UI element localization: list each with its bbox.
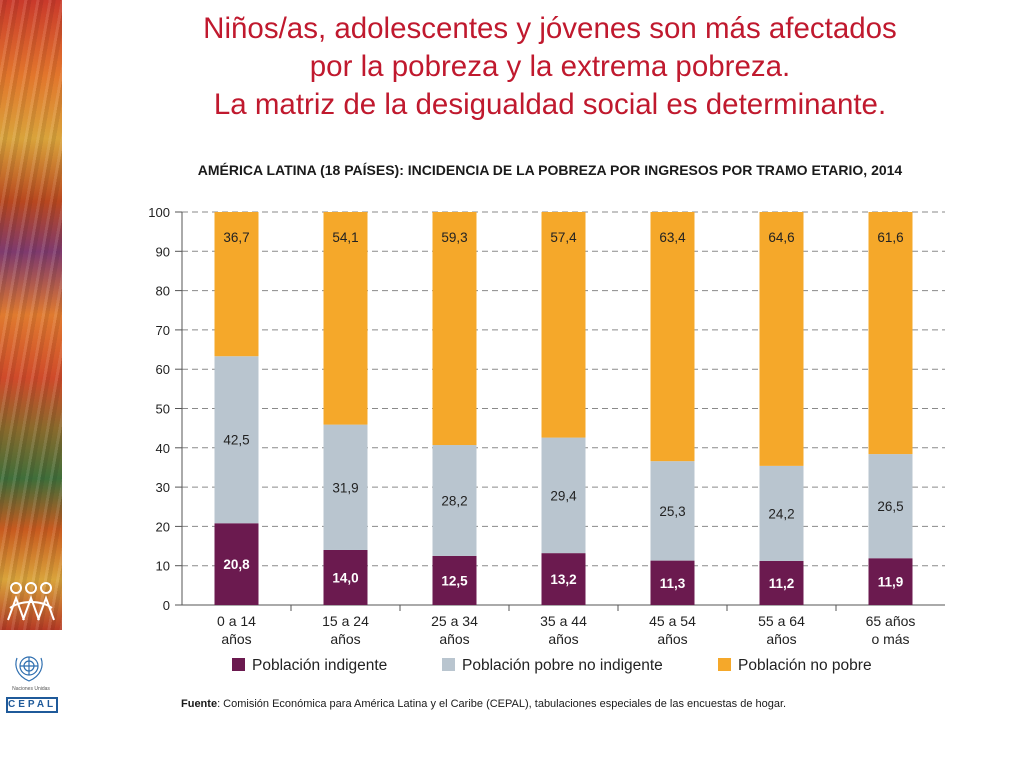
bar-no-pobre bbox=[323, 212, 368, 425]
decorative-side-strip bbox=[0, 0, 62, 630]
bar-pobre-no-indigente bbox=[432, 445, 477, 556]
legend-swatch bbox=[442, 658, 455, 671]
bar-indigente bbox=[541, 553, 586, 605]
data-label: 11,9 bbox=[878, 575, 904, 590]
x-tick-label: años bbox=[330, 631, 360, 647]
bar-no-pobre bbox=[759, 212, 804, 466]
y-tick-label: 100 bbox=[148, 205, 170, 220]
x-tick-label: 0 a 14 bbox=[217, 613, 256, 629]
y-tick-label: 30 bbox=[156, 480, 170, 495]
data-label: 36,7 bbox=[223, 230, 249, 245]
page-title: Niños/as, adolescentes y jóvenes son más… bbox=[90, 10, 1010, 124]
bar-indigente bbox=[759, 560, 804, 605]
y-tick-label: 0 bbox=[163, 598, 170, 613]
x-tick-label: 15 a 24 bbox=[322, 613, 369, 629]
bar-no-pobre bbox=[541, 212, 586, 438]
data-label: 14,0 bbox=[332, 570, 358, 585]
data-label: 61,6 bbox=[877, 230, 903, 245]
x-tick-label: años bbox=[766, 631, 796, 647]
x-tick-label: años bbox=[221, 631, 251, 647]
x-tick-label: años bbox=[439, 631, 469, 647]
y-tick-label: 50 bbox=[156, 402, 170, 417]
title-line-2: por la pobreza y la extrema pobreza. bbox=[309, 50, 791, 83]
x-tick-label: 45 a 54 bbox=[649, 613, 696, 629]
y-tick-label: 10 bbox=[156, 559, 170, 574]
y-tick-label: 20 bbox=[156, 519, 170, 534]
x-tick-label: años bbox=[548, 631, 578, 647]
bar-indigente bbox=[214, 523, 259, 605]
x-tick-label: 55 a 64 bbox=[758, 613, 805, 629]
bar-pobre-no-indigente bbox=[650, 461, 695, 561]
source-label: Fuente bbox=[181, 698, 218, 710]
data-label: 59,3 bbox=[441, 230, 467, 245]
data-label: 64,6 bbox=[768, 230, 794, 245]
data-label: 12,5 bbox=[441, 573, 468, 588]
data-label: 57,4 bbox=[550, 230, 577, 245]
legend-label: Población indigente bbox=[252, 657, 387, 674]
bar-indigente bbox=[432, 555, 477, 605]
source-note: Fuente: Comisión Económica para América … bbox=[181, 698, 786, 710]
stacked-bar-chart: 0 10 20 30 40 50 60 70 80 90 100 20,8 42,5 36,7 0 a 14… bbox=[148, 205, 945, 674]
bar-no-pobre bbox=[214, 212, 259, 357]
bar-pobre-no-indigente bbox=[541, 437, 586, 554]
source-text: : Comisión Económica para América Latina… bbox=[217, 698, 787, 710]
x-tick-label: 25 a 34 bbox=[431, 613, 478, 629]
y-tick-label: 70 bbox=[156, 323, 170, 338]
x-tick-label: años bbox=[657, 631, 687, 647]
legend-label: Población no pobre bbox=[738, 657, 872, 674]
title-line-3: La matriz de la desigualdad social es de… bbox=[213, 88, 887, 121]
bar-indigente bbox=[650, 560, 695, 605]
data-label: 26,5 bbox=[877, 499, 903, 514]
legend-swatch bbox=[718, 658, 731, 671]
data-label: 28,2 bbox=[441, 493, 467, 508]
x-tick-label: o más bbox=[871, 631, 909, 647]
y-tick-label: 80 bbox=[156, 284, 170, 299]
data-label: 11,2 bbox=[769, 576, 795, 591]
y-tick-label: 40 bbox=[156, 441, 170, 456]
bar-no-pobre bbox=[868, 212, 913, 455]
data-label: 54,1 bbox=[332, 230, 358, 245]
y-tick-label: 60 bbox=[156, 362, 170, 377]
title-line-1: Niños/as, adolescentes y jóvenes son más… bbox=[203, 12, 897, 45]
chart-title: AMÉRICA LATINA (18 PAÍSES): INCIDENCIA D… bbox=[197, 162, 903, 178]
y-tick-label: 90 bbox=[156, 244, 170, 259]
bar-pobre-no-indigente bbox=[323, 424, 368, 550]
data-label: 13,2 bbox=[550, 572, 576, 587]
un-caption: Naciones Unidas bbox=[12, 686, 50, 692]
bar-no-pobre bbox=[432, 212, 477, 446]
legend-swatch bbox=[232, 658, 245, 671]
bar-indigente bbox=[323, 549, 368, 605]
people-logo-icon bbox=[7, 582, 55, 621]
un-emblem-icon bbox=[15, 656, 43, 682]
data-label: 29,4 bbox=[550, 488, 577, 503]
x-tick-label: 65 años bbox=[866, 613, 916, 629]
bar-pobre-no-indigente bbox=[759, 465, 804, 561]
bar-pobre-no-indigente bbox=[214, 356, 259, 524]
x-tick-label: 35 a 44 bbox=[540, 613, 587, 629]
legend-label: Población pobre no indigente bbox=[462, 657, 663, 674]
data-label: 25,3 bbox=[659, 504, 685, 519]
data-label: 42,5 bbox=[223, 433, 249, 448]
data-label: 63,4 bbox=[659, 230, 686, 245]
cepal-logo: CEPAL bbox=[6, 697, 58, 713]
data-label: 31,9 bbox=[332, 480, 358, 495]
data-label: 20,8 bbox=[223, 557, 250, 572]
data-label: 11,3 bbox=[660, 576, 686, 591]
bar-indigente bbox=[868, 558, 913, 605]
data-label: 24,2 bbox=[768, 506, 794, 521]
bar-no-pobre bbox=[650, 212, 695, 462]
bar-pobre-no-indigente bbox=[868, 454, 913, 559]
